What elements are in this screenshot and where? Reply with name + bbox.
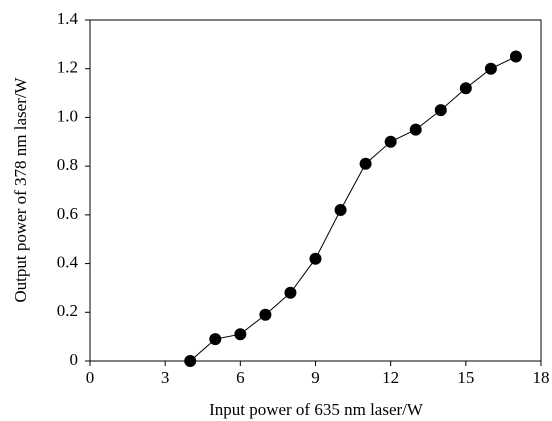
y-tick-label: 1.0 xyxy=(57,106,78,125)
y-tick-label: 0.8 xyxy=(57,155,78,174)
x-tick-label: 18 xyxy=(533,368,550,387)
y-tick-label: 1.4 xyxy=(57,9,79,28)
x-tick-label: 6 xyxy=(236,368,245,387)
data-point xyxy=(484,62,497,75)
y-axis-label: Output power of 378 nm laser/W xyxy=(11,76,30,302)
data-point xyxy=(434,104,447,117)
y-tick-label: 0.6 xyxy=(57,204,78,223)
data-point xyxy=(359,157,372,170)
data-point xyxy=(259,308,272,321)
data-point xyxy=(384,135,397,148)
data-point xyxy=(309,252,322,265)
data-point xyxy=(509,50,522,63)
data-point xyxy=(209,333,222,346)
y-tick-label: 1.2 xyxy=(57,58,78,77)
y-tick-label: 0.4 xyxy=(57,252,79,271)
x-tick-label: 0 xyxy=(86,368,95,387)
x-axis-label: Input power of 635 nm laser/W xyxy=(209,400,424,419)
series-line xyxy=(189,56,517,362)
data-point xyxy=(459,82,472,95)
data-point xyxy=(184,355,197,367)
y-tick-label: 0.2 xyxy=(57,301,78,320)
data-point xyxy=(409,123,422,136)
data-point xyxy=(334,203,347,216)
x-tick-label: 9 xyxy=(311,368,320,387)
x-tick-label: 15 xyxy=(457,368,474,387)
data-point xyxy=(284,286,297,299)
x-tick-label: 12 xyxy=(382,368,399,387)
plot-frame xyxy=(89,19,542,362)
y-tick-label: 0 xyxy=(70,350,79,369)
x-tick-label: 3 xyxy=(161,368,170,387)
data-point xyxy=(234,328,247,341)
